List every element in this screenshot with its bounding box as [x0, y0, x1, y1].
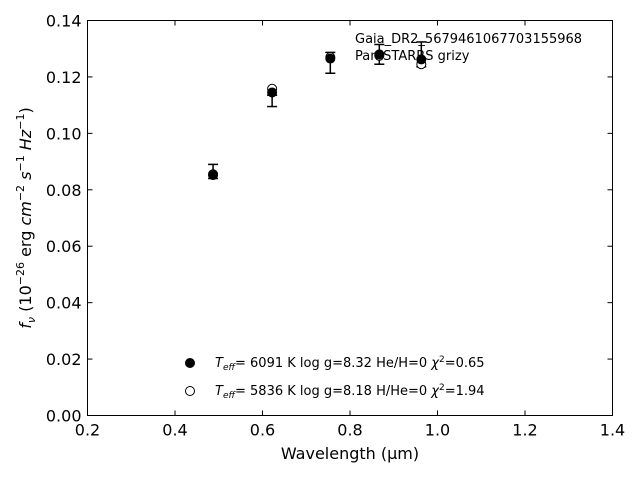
legend-marker-open	[185, 386, 195, 396]
y-tick-label: 0.02	[46, 350, 82, 369]
legend-entry-2: Teff= 5836 K log g=8.18 H/He=0 χ2=1.94	[215, 383, 485, 401]
model-point-filled	[374, 49, 385, 60]
x-tick-label: 0.2	[75, 421, 100, 440]
x-tick-label: 0.8	[337, 421, 362, 440]
x-tick-label: 1.0	[425, 421, 450, 440]
legend: Teff= 6091 K log g=8.32 He/H=0 χ2=0.65 T…	[185, 355, 485, 401]
y-tick-label: 0.06	[46, 237, 82, 256]
axis-ticks	[87, 20, 613, 416]
y-tick-label: 0.00	[46, 407, 82, 426]
y-tick-label: 0.04	[46, 294, 82, 313]
x-tick-label: 0.6	[250, 421, 275, 440]
plot-area	[87, 20, 613, 416]
annotation-survey: Pan-STARRS grizy	[355, 49, 470, 64]
data-points	[208, 49, 427, 181]
model-point-filled	[325, 53, 336, 64]
x-axis-label: Wavelength (μm)	[281, 444, 419, 463]
x-tick-label: 0.4	[162, 421, 187, 440]
y-tick-label: 0.12	[46, 68, 82, 87]
y-axis-label: fν (10−26 erg cm−2 s−1 Hz−1)	[14, 107, 38, 328]
y-tick-label: 0.14	[46, 12, 82, 31]
annotation-source-id: Gaia_DR2_5679461067703155968	[355, 32, 582, 47]
legend-marker-filled	[185, 358, 195, 368]
y-tick-label: 0.10	[46, 124, 82, 143]
model-point-filled	[416, 54, 427, 65]
model-point-filled	[208, 169, 219, 180]
y-tick-label: 0.08	[46, 181, 82, 200]
x-tick-label: 1.2	[512, 421, 537, 440]
legend-entry-1: Teff= 6091 K log g=8.32 He/H=0 χ2=0.65	[215, 355, 485, 373]
model-point-filled	[267, 87, 278, 98]
tick-labels: 0.2 0.4 0.6 0.8 1.0 1.2 1.4 0.00 0.02 0.04 0.06 0.0…	[46, 12, 625, 440]
x-tick-label: 1.4	[600, 421, 625, 440]
